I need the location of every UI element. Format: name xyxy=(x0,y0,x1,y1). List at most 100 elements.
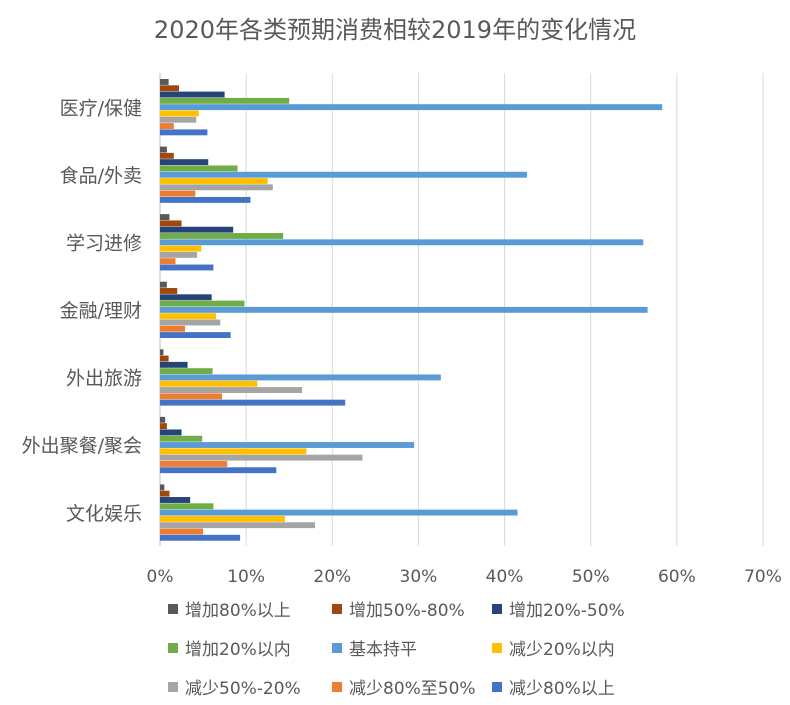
bar xyxy=(160,165,238,172)
bar xyxy=(160,306,648,313)
bar xyxy=(160,490,170,497)
bar xyxy=(160,233,284,239)
category-label: 外出旅游 xyxy=(66,368,142,390)
bar xyxy=(160,129,208,136)
legend-item: 减少80%以上 xyxy=(492,678,615,700)
bar xyxy=(160,288,178,294)
category-label: 文化娱乐 xyxy=(66,503,142,525)
bar xyxy=(160,515,285,522)
chart-title: 2020年各类预期消费相较2019年的变化情况 xyxy=(153,16,637,44)
bar xyxy=(160,380,258,387)
bar xyxy=(160,429,182,436)
bar xyxy=(160,300,245,307)
bar xyxy=(160,393,223,400)
x-tick-label: 50% xyxy=(572,567,610,587)
bar xyxy=(160,361,188,368)
legend-label: 减少50%-20% xyxy=(185,679,301,699)
legend-item: 基本持平 xyxy=(332,639,417,661)
x-tick-label: 30% xyxy=(400,567,438,587)
bar xyxy=(160,239,644,246)
bars xyxy=(160,79,663,541)
bar xyxy=(160,226,234,233)
bar xyxy=(160,110,199,117)
x-tick-label: 70% xyxy=(744,567,782,587)
x-tick-label: 10% xyxy=(227,567,265,587)
legend-item: 减少20%以内 xyxy=(492,639,615,661)
legend-item: 增加50%-80% xyxy=(332,600,465,622)
bar xyxy=(160,332,231,339)
bar xyxy=(160,522,316,529)
bar xyxy=(160,349,164,356)
legend-swatch xyxy=(332,604,342,614)
category-label: 医疗/保健 xyxy=(60,97,142,119)
bar xyxy=(160,448,307,455)
legend-label: 减少80%至50% xyxy=(349,679,476,699)
bar xyxy=(160,104,663,111)
bar xyxy=(160,97,290,104)
legend-swatch xyxy=(168,643,178,653)
bar xyxy=(160,442,415,448)
legend-swatch xyxy=(492,604,502,614)
legend-item: 减少50%-20% xyxy=(168,678,301,700)
legend-label: 增加20%-50% xyxy=(509,601,625,621)
legend-label: 基本持平 xyxy=(349,640,417,660)
bar xyxy=(160,325,185,332)
bar xyxy=(160,196,251,203)
bar xyxy=(160,159,209,166)
category-label: 食品/外卖 xyxy=(60,165,142,187)
x-tick-labels: 0% 10% 20% 30% 40% 50% 60% 70% xyxy=(147,567,782,587)
bar xyxy=(160,416,166,423)
bar xyxy=(160,123,174,129)
bar xyxy=(160,116,197,123)
bar xyxy=(160,368,213,375)
legend-item: 减少80%至50% xyxy=(332,678,476,700)
bar xyxy=(160,497,191,503)
bar xyxy=(160,152,174,159)
legend-swatch xyxy=(332,643,342,653)
category-label: 外出聚餐/聚会 xyxy=(22,435,142,457)
bar xyxy=(160,460,228,467)
bar xyxy=(160,178,268,184)
category-label: 金融/理财 xyxy=(60,300,142,322)
legend-swatch xyxy=(332,682,342,692)
bar xyxy=(160,374,441,381)
x-tick-label: 0% xyxy=(147,567,174,587)
bar xyxy=(160,484,165,491)
legend-item: 增加20%-50% xyxy=(492,600,625,622)
legend-label: 增加50%-80% xyxy=(349,601,465,621)
x-tick-label: 40% xyxy=(486,567,524,587)
bar xyxy=(160,534,241,541)
bar xyxy=(160,258,176,265)
bar xyxy=(160,85,179,92)
bar xyxy=(160,509,518,516)
legend-swatch xyxy=(492,682,502,692)
x-tick-label: 60% xyxy=(658,567,696,587)
bar xyxy=(160,264,214,271)
bar xyxy=(160,528,204,535)
bar xyxy=(160,294,212,301)
category-label: 学习进修 xyxy=(66,232,142,254)
bar xyxy=(160,91,225,98)
legend-item: 增加20%以内 xyxy=(168,639,291,661)
legend-label: 增加20%以内 xyxy=(185,640,291,660)
legend-label: 减少20%以内 xyxy=(509,640,615,660)
legend-label: 增加80%以上 xyxy=(185,601,291,621)
bar xyxy=(160,503,214,510)
bar xyxy=(160,251,198,258)
bar xyxy=(160,355,169,362)
bar xyxy=(160,454,363,461)
legend-swatch xyxy=(492,643,502,653)
bar xyxy=(160,319,221,326)
bar xyxy=(160,399,346,406)
bar xyxy=(160,190,196,197)
bar xyxy=(160,281,167,288)
legend-item: 增加80%以上 xyxy=(168,600,291,622)
bar xyxy=(160,387,303,393)
bar xyxy=(160,184,273,191)
bar xyxy=(160,435,203,442)
legend-label: 减少80%以上 xyxy=(509,679,615,699)
bar xyxy=(160,214,170,221)
bar xyxy=(160,79,169,85)
